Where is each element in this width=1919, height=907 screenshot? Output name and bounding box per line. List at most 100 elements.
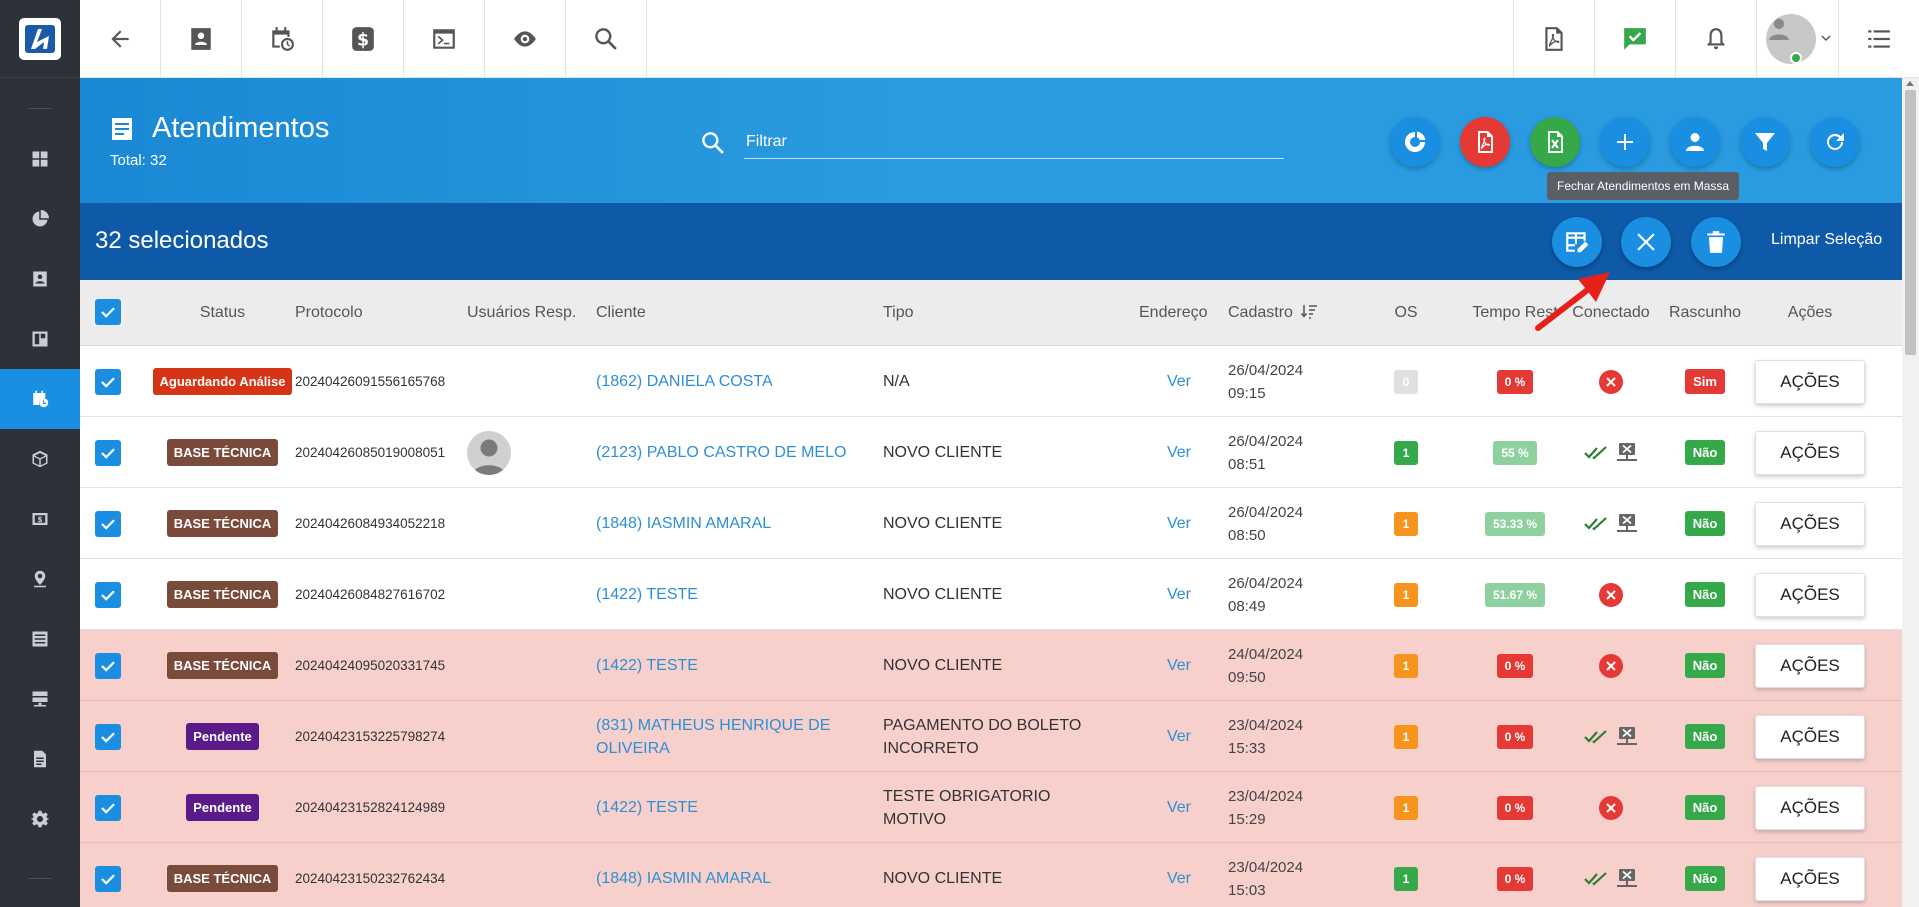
- row-checkbox[interactable]: [95, 652, 121, 679]
- clear-selection-button[interactable]: Limpar Seleção: [1771, 231, 1883, 248]
- table-row[interactable]: Pendente 20240423153225798274 (831) MATHEU…: [80, 701, 1902, 772]
- row-checkbox[interactable]: [95, 723, 121, 750]
- header-conectado[interactable]: Conectado: [1572, 304, 1650, 321]
- pdf-button[interactable]: [1513, 0, 1594, 78]
- view-button[interactable]: [485, 0, 566, 78]
- row-checkbox[interactable]: [95, 439, 121, 466]
- logo[interactable]: [0, 0, 80, 78]
- cliente-link[interactable]: (1422) TESTE: [596, 799, 698, 816]
- row-checkbox[interactable]: [95, 510, 121, 537]
- acoes-button[interactable]: AÇÕES: [1755, 785, 1865, 830]
- sidebar-item-list[interactable]: [0, 609, 80, 669]
- table-row[interactable]: BASE TÉCNICA 20240426085019008051 (2123) P…: [80, 417, 1902, 488]
- os-badge[interactable]: 1: [1394, 795, 1418, 820]
- finance-button[interactable]: $: [323, 0, 404, 78]
- header-endereco[interactable]: Endereço: [1139, 304, 1208, 321]
- table-row[interactable]: BASE TÉCNICA 20240423150232762434 (1848) I…: [80, 843, 1902, 907]
- sidebar-item-contacts[interactable]: [0, 249, 80, 309]
- acoes-button[interactable]: AÇÕES: [1755, 359, 1865, 404]
- cliente-link[interactable]: (831) MATHEUS HENRIQUE DE OLIVEIRA: [596, 716, 831, 757]
- add-button[interactable]: [1600, 117, 1650, 167]
- sidebar-item-atendimentos[interactable]: [0, 369, 80, 429]
- select-all-checkbox[interactable]: [95, 299, 121, 325]
- menu-button[interactable]: [1838, 0, 1919, 78]
- page-scrollbar[interactable]: [1902, 78, 1919, 907]
- sidebar-item-documents[interactable]: [0, 729, 80, 789]
- cliente-link[interactable]: (1848) IASMIN AMARAL: [596, 515, 772, 532]
- header-usuarios[interactable]: Usuários Resp.: [467, 304, 577, 321]
- acoes-button[interactable]: AÇÕES: [1755, 643, 1865, 688]
- scroll-up-arrow[interactable]: [1906, 81, 1914, 86]
- row-checkbox[interactable]: [95, 865, 121, 892]
- table-row[interactable]: BASE TÉCNICA 20240424095020331745 (1422) T…: [80, 630, 1902, 701]
- search-button[interactable]: [566, 0, 647, 78]
- os-badge[interactable]: 1: [1394, 511, 1418, 536]
- refresh-button[interactable]: [1810, 117, 1860, 167]
- sidebar-item-panels[interactable]: [0, 309, 80, 369]
- os-badge[interactable]: 1: [1394, 582, 1418, 607]
- endereco-ver-link[interactable]: Ver: [1166, 443, 1191, 461]
- header-rascunho[interactable]: Rascunho: [1668, 304, 1742, 321]
- table-row[interactable]: BASE TÉCNICA 20240426084827616702 (1422) T…: [80, 559, 1902, 630]
- endereco-ver-link[interactable]: Ver: [1166, 372, 1191, 390]
- schedule-button[interactable]: [242, 0, 323, 78]
- cliente-link[interactable]: (2123) PABLO CASTRO DE MELO: [596, 444, 847, 461]
- sidebar-item-finance[interactable]: $: [0, 489, 80, 549]
- table-row[interactable]: BASE TÉCNICA 20240426084934052218 (1848) I…: [80, 488, 1902, 559]
- chat-button[interactable]: [1594, 0, 1675, 78]
- endereco-ver-link[interactable]: Ver: [1166, 656, 1191, 674]
- acoes-button[interactable]: AÇÕES: [1755, 430, 1865, 475]
- os-badge[interactable]: 0: [1394, 369, 1418, 394]
- sidebar-item-map[interactable]: [0, 549, 80, 609]
- filter-input[interactable]: [744, 125, 1284, 159]
- os-badge[interactable]: 1: [1394, 440, 1418, 465]
- acoes-button[interactable]: AÇÕES: [1755, 856, 1865, 901]
- cliente-link[interactable]: (1422) TESTE: [596, 586, 698, 603]
- bulk-delete-button[interactable]: [1691, 217, 1741, 267]
- header-cadastro[interactable]: Cadastro: [1228, 280, 1318, 346]
- endereco-ver-link[interactable]: Ver: [1166, 798, 1191, 816]
- endereco-ver-link[interactable]: Ver: [1166, 869, 1191, 887]
- endereco-ver-link[interactable]: Ver: [1166, 727, 1191, 745]
- header-status[interactable]: Status: [199, 304, 246, 321]
- dashboard-chart-button[interactable]: [1390, 117, 1440, 167]
- user-filter-button[interactable]: [1670, 117, 1720, 167]
- bulk-edit-button[interactable]: [1552, 217, 1602, 267]
- cliente-link[interactable]: (1422) TESTE: [596, 657, 698, 674]
- user-menu[interactable]: [1756, 0, 1838, 78]
- header-tempo[interactable]: Tempo Rest: [1472, 304, 1558, 321]
- endereco-ver-link[interactable]: Ver: [1166, 585, 1191, 603]
- notifications-button[interactable]: [1675, 0, 1756, 78]
- header-protocolo[interactable]: Protocolo: [295, 304, 363, 321]
- sidebar-item-products[interactable]: [0, 429, 80, 489]
- back-button[interactable]: [80, 0, 161, 78]
- table-row[interactable]: Aguardando Análise 20240426091556165768 (1…: [80, 346, 1902, 417]
- table-row[interactable]: Pendente 20240423152824124989 (1422) TESTE…: [80, 772, 1902, 843]
- sidebar-item-settings[interactable]: [0, 789, 80, 849]
- export-excel-button[interactable]: [1530, 117, 1580, 167]
- header-tipo[interactable]: Tipo: [883, 304, 914, 321]
- os-badge[interactable]: 1: [1394, 866, 1418, 891]
- export-pdf-button[interactable]: [1460, 117, 1510, 167]
- row-checkbox[interactable]: [95, 368, 121, 395]
- row-checkbox[interactable]: [95, 581, 121, 608]
- scroll-thumb[interactable]: [1905, 90, 1916, 355]
- header-cliente[interactable]: Cliente: [596, 304, 646, 321]
- endereco-ver-link[interactable]: Ver: [1166, 514, 1191, 532]
- contacts-button[interactable]: [161, 0, 242, 78]
- sidebar-item-servers[interactable]: [0, 669, 80, 729]
- filter-button[interactable]: [1740, 117, 1790, 167]
- row-checkbox[interactable]: [95, 794, 121, 821]
- os-badge[interactable]: 1: [1394, 724, 1418, 749]
- acoes-button[interactable]: AÇÕES: [1755, 501, 1865, 546]
- bulk-close-button[interactable]: [1621, 217, 1671, 267]
- terminal-button[interactable]: [404, 0, 485, 78]
- sidebar-item-dashboard[interactable]: [0, 129, 80, 189]
- acoes-button[interactable]: AÇÕES: [1755, 714, 1865, 759]
- cliente-link[interactable]: (1848) IASMIN AMARAL: [596, 870, 772, 887]
- cliente-link[interactable]: (1862) DANIELA COSTA: [596, 373, 773, 390]
- sidebar-item-charts[interactable]: [0, 189, 80, 249]
- os-badge[interactable]: 1: [1394, 653, 1418, 678]
- acoes-button[interactable]: AÇÕES: [1755, 572, 1865, 617]
- header-os[interactable]: OS: [1394, 304, 1418, 321]
